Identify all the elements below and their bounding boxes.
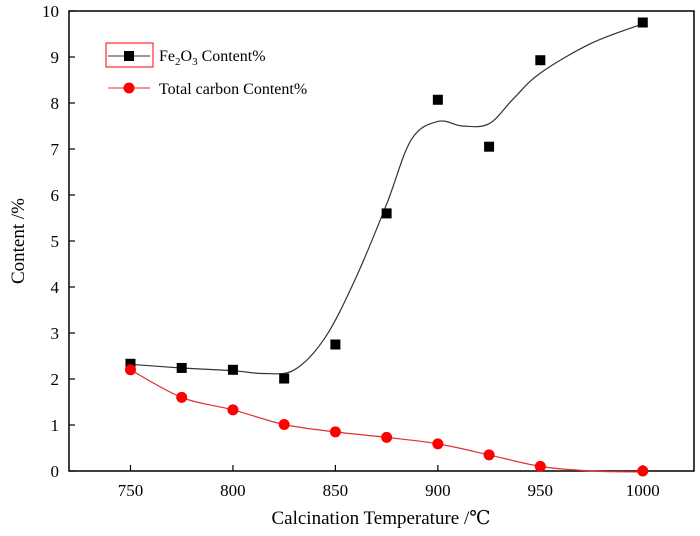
y-tick-label: 4 — [51, 278, 60, 297]
series-0-point — [484, 141, 495, 152]
series-1-point — [227, 404, 239, 416]
series-0-point — [279, 373, 290, 384]
series-0-fit-curve — [130, 23, 644, 375]
legend: Fe2O3 Content% Total carbon Content% — [105, 42, 307, 98]
legend-label-fe2o3-sub2: 2 — [175, 56, 181, 68]
x-tick-label: 900 — [425, 481, 451, 500]
x-tick-label: 850 — [323, 481, 349, 500]
y-tick-label: 0 — [51, 462, 60, 481]
x-axis-title: Calcination Temperature /℃ — [271, 508, 490, 529]
legend-marker-carbon — [123, 82, 135, 94]
series-1-point — [176, 391, 188, 403]
series-1-point — [381, 431, 393, 443]
series-1-point — [278, 419, 290, 431]
series-1-point — [637, 465, 649, 477]
y-tick-label: 5 — [51, 232, 60, 251]
legend-label-fe2o3-fe: Fe — [159, 48, 175, 65]
legend-marker-fe2o3 — [124, 51, 134, 61]
y-tick-label: 8 — [51, 94, 60, 113]
y-tick-label: 9 — [51, 48, 60, 67]
legend-label-fe2o3-o: O — [181, 48, 193, 65]
series-1-point — [329, 426, 341, 438]
series-0-point — [176, 362, 187, 373]
x-tick-label: 800 — [220, 481, 246, 500]
series-0-point — [535, 55, 546, 66]
y-tick-label: 10 — [42, 2, 59, 21]
plot-area — [68, 10, 695, 472]
series-1-point — [432, 438, 444, 450]
data-markers — [124, 17, 649, 477]
series-0-point — [381, 208, 392, 219]
y-axis-title: Content /% — [8, 198, 29, 284]
legend-label-fe2o3: Fe2O3 Content% — [159, 48, 266, 68]
y-tick-label: 7 — [51, 140, 60, 159]
series-0-point — [330, 339, 341, 350]
series-0-point — [125, 358, 136, 369]
legend-label-carbon: Total carbon Content% — [159, 81, 307, 98]
y-tick-label: 3 — [51, 324, 60, 343]
series-0-point — [227, 364, 238, 375]
legend-label-fe2o3-sub3: 3 — [192, 56, 198, 68]
x-tick-label: 750 — [118, 481, 144, 500]
y-tick-label: 2 — [51, 370, 60, 389]
legend-item-highlight — [105, 42, 154, 68]
series-1-point — [483, 449, 495, 461]
legend-label-fe2o3-rest: Content% — [198, 48, 266, 65]
series-0-point — [637, 17, 648, 28]
y-tick-label: 6 — [51, 186, 60, 205]
y-tick-label: 1 — [51, 416, 60, 435]
series-1-point — [124, 364, 136, 376]
series-0-point — [432, 94, 443, 105]
series-1-point — [534, 460, 546, 472]
x-tick-label: 950 — [528, 481, 554, 500]
x-tick-label: 1000 — [626, 481, 660, 500]
series-1-fit-curve — [130, 369, 643, 473]
